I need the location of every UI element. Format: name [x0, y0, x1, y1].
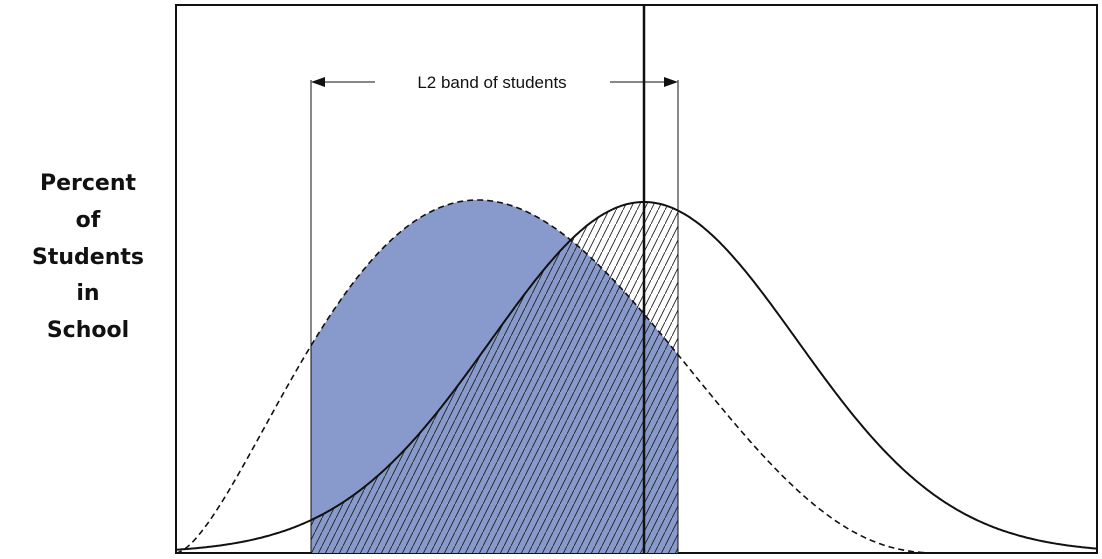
y-axis-label: Percent of Students in School: [32, 171, 144, 343]
y-label-line: of: [76, 208, 101, 233]
y-label-line: Percent: [40, 171, 137, 196]
hatch-fill: [311, 202, 678, 553]
y-label-line: Students: [32, 245, 144, 270]
dashed-curve: [175, 199, 940, 554]
annotation: L2 band of students: [417, 73, 566, 92]
y-label-line: in: [76, 281, 99, 306]
y-label-line: School: [47, 318, 129, 343]
solid-curve: [175, 201, 1097, 551]
